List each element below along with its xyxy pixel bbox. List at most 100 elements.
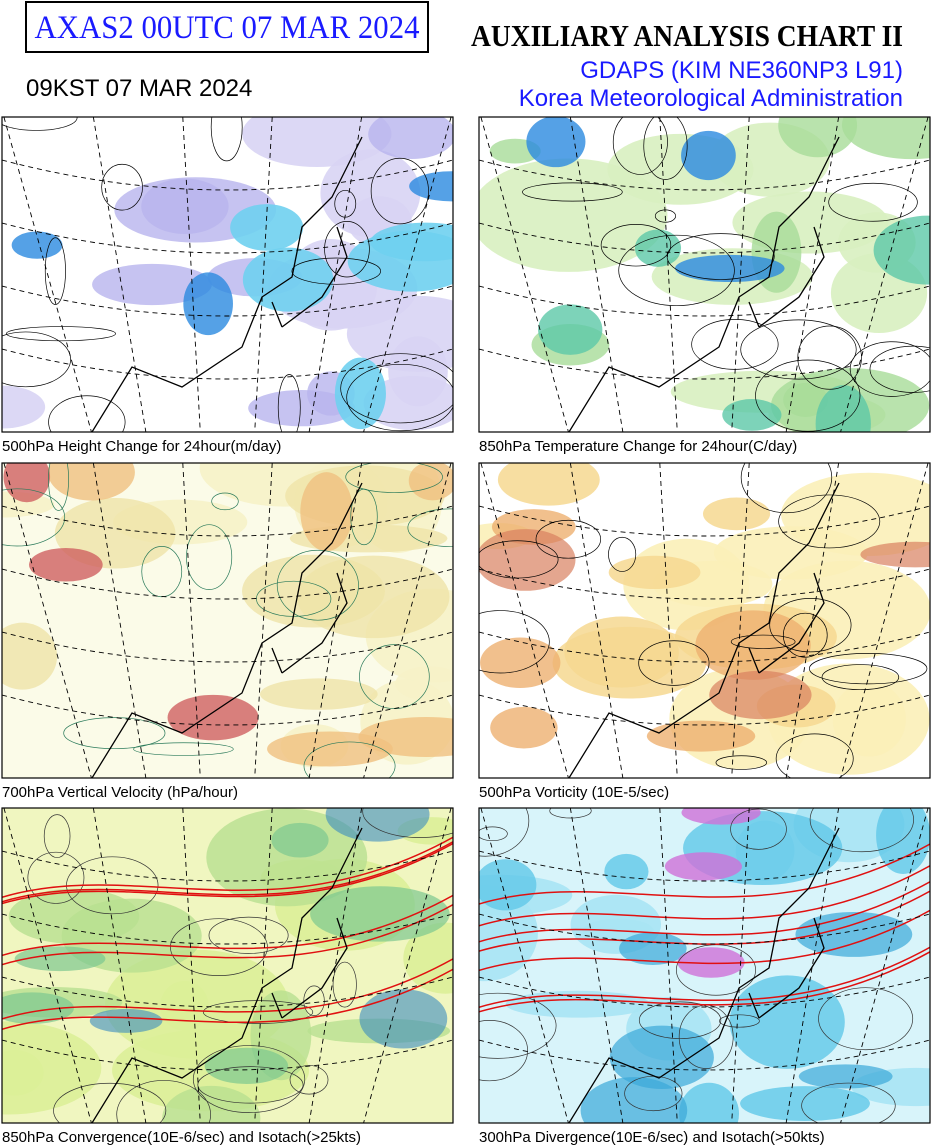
map-frame — [1, 462, 454, 779]
field-shade — [646, 720, 756, 752]
parallel — [2, 348, 453, 380]
field-shade — [2, 622, 58, 690]
isotach — [479, 865, 930, 927]
map-body — [479, 117, 930, 432]
field-shade — [679, 1082, 740, 1123]
field-shade — [47, 463, 135, 501]
isotach — [479, 909, 930, 972]
field-shade — [296, 555, 450, 639]
meridian — [254, 463, 273, 778]
field-shade — [346, 295, 453, 372]
contour — [600, 224, 672, 267]
model-name: GDAPS (KIM NE360NP3 L91) — [580, 57, 903, 84]
field-shade — [783, 382, 828, 417]
field-shade — [363, 376, 453, 431]
parallel — [2, 631, 453, 663]
contour — [809, 808, 914, 853]
parallel — [2, 222, 453, 254]
meridian — [840, 808, 929, 1123]
contour — [43, 814, 71, 858]
parallel — [479, 631, 930, 663]
chart-title: AUXILIARY ANALYSIS CHART II — [471, 18, 903, 53]
contour — [715, 755, 767, 770]
meridian — [363, 117, 452, 432]
meridian — [182, 463, 201, 778]
kst-time: 09KST 07 MAR 2024 — [26, 75, 252, 102]
contour — [276, 549, 359, 621]
contour — [535, 519, 602, 559]
parallel — [2, 159, 453, 191]
contour — [730, 808, 787, 850]
contour — [53, 1082, 167, 1123]
contour — [612, 117, 668, 175]
field-shade — [206, 808, 368, 907]
panel-caption: 700hPa Vertical Velocity (hPa/hour) — [2, 784, 238, 801]
field-shade — [2, 385, 46, 429]
meridian — [659, 463, 678, 778]
field-shade — [479, 859, 537, 911]
meridian — [254, 808, 273, 1123]
parallel — [2, 850, 453, 882]
parallel — [479, 159, 930, 191]
contour — [63, 717, 166, 750]
contour — [210, 117, 243, 162]
meridian — [254, 117, 273, 432]
contour — [775, 733, 854, 778]
map-panel: 500hPa Vorticity (10E-5/sec) — [478, 462, 931, 801]
meridian — [3, 463, 92, 778]
parallel — [479, 222, 930, 254]
contour — [345, 463, 443, 493]
meridian — [731, 117, 750, 432]
contour — [479, 808, 530, 857]
field-shade — [815, 385, 871, 432]
field-shade — [832, 681, 906, 757]
parallel — [2, 568, 453, 600]
field-shade — [325, 808, 430, 842]
field-shade — [160, 981, 209, 1031]
contour — [211, 492, 239, 511]
contour — [303, 741, 396, 778]
contour — [291, 257, 381, 285]
isotach — [479, 843, 930, 905]
field-shade — [259, 678, 378, 710]
panel-caption: 850hPa Convergence(10E-6/sec) and Isotac… — [2, 1129, 361, 1145]
field-shade — [505, 990, 651, 1018]
contour — [303, 985, 325, 1016]
contour — [362, 808, 453, 838]
contour — [346, 363, 453, 432]
contour — [479, 826, 508, 842]
map-body — [479, 463, 930, 778]
field-shade — [480, 637, 561, 689]
parallel — [2, 694, 453, 726]
contour — [643, 117, 688, 180]
field-shade — [2, 1021, 102, 1115]
field-shade — [490, 706, 558, 749]
parallel — [479, 694, 930, 726]
map-body — [2, 117, 453, 432]
field-shade — [183, 272, 233, 336]
field-shade — [798, 1064, 893, 1089]
panels: 500hPa Height Change for 24hour(m/day) 85… — [1, 116, 931, 1145]
isotach — [2, 958, 453, 1020]
field-shade — [242, 117, 392, 168]
contour — [197, 1066, 304, 1104]
field-shade — [609, 1025, 714, 1089]
field-shade — [29, 548, 103, 582]
map-panel: 850hPa Convergence(10E-6/sec) and Isotac… — [1, 807, 454, 1145]
coastline — [91, 136, 363, 432]
contour — [277, 374, 301, 432]
contour — [818, 987, 914, 1051]
parallel — [2, 505, 453, 537]
field-shade — [368, 117, 453, 160]
contour — [202, 1000, 314, 1024]
map-frame — [1, 116, 454, 433]
field-shade — [359, 989, 448, 1049]
isotach — [479, 946, 930, 1008]
contour — [808, 653, 928, 685]
contour — [332, 961, 357, 1008]
panel-caption: 300hPa Divergence(10E-6/sec) and Isotach… — [479, 1129, 825, 1145]
isotach — [2, 841, 453, 903]
field-shade — [271, 822, 329, 858]
contour — [778, 494, 881, 549]
contour — [522, 182, 623, 202]
